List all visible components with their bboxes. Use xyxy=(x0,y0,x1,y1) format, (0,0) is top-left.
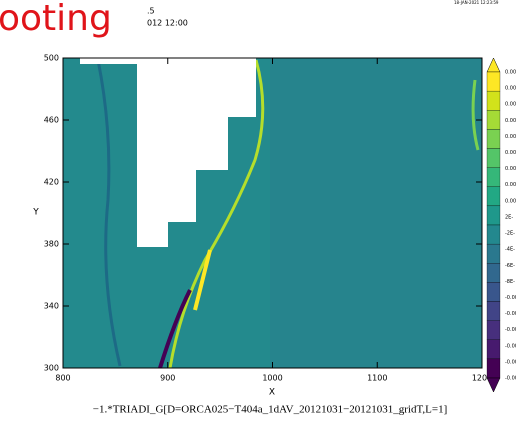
slide-title: ooting xyxy=(0,0,112,39)
y-tick-label: 380 xyxy=(44,240,59,249)
land-mask xyxy=(80,58,256,247)
y-tick-label: 500 xyxy=(44,54,59,63)
colorbar-label: -0.00 xyxy=(505,295,516,301)
colorbar-label: -0.00 xyxy=(505,327,516,333)
field-feature xyxy=(471,79,480,151)
colorbar-label: -8E- xyxy=(505,279,515,285)
colorbar-label: 0.00 xyxy=(505,198,516,204)
colorbar-label: -4E- xyxy=(505,247,515,253)
colorbar-end xyxy=(486,57,501,73)
field-feature xyxy=(168,59,265,368)
colorbar-segment xyxy=(486,243,501,264)
colorbar-label: 0.00 xyxy=(505,134,516,140)
colorbar-segment xyxy=(486,282,501,302)
colorbar-segment xyxy=(486,339,501,360)
colorbar-segment xyxy=(486,205,501,226)
colorbar-segment xyxy=(486,71,501,92)
caption: −1.*TRIADI_G[D=ORCA025−T404a_1dAV_201210… xyxy=(93,404,447,416)
colorbar-segment xyxy=(486,148,501,168)
colorbar-segment xyxy=(486,129,501,149)
field-feature xyxy=(96,59,122,367)
colorbar-label: 0.00 xyxy=(505,150,516,156)
colorbar-segment xyxy=(486,224,501,245)
colorbar-label: -0.00 xyxy=(505,311,516,317)
field-feature xyxy=(193,249,212,311)
colorbar-label: 0.00 xyxy=(505,102,516,108)
x-tick-label: 1200 xyxy=(472,374,492,383)
colorbar-label: 0.00 xyxy=(505,182,516,188)
y-tick-label: 460 xyxy=(44,116,59,125)
colorbar-segment xyxy=(486,320,501,340)
colorbar-label: -2E- xyxy=(505,231,515,237)
colorbar-segment xyxy=(486,301,501,321)
colorbar-label: 0.00 xyxy=(505,86,516,92)
colorbar-label: -0.00 xyxy=(505,343,516,349)
colorbar-segment xyxy=(486,90,501,111)
x-tick-label: 900 xyxy=(160,374,175,383)
colorbar-label: -6E- xyxy=(505,263,515,269)
colorbar-label: 0.00 xyxy=(505,166,516,172)
field xyxy=(63,58,482,368)
x-tick-label: 1100 xyxy=(367,374,387,383)
colorbar-segment xyxy=(486,110,501,130)
x-tick-label: 1000 xyxy=(262,374,282,383)
colorbar-label: 2E- xyxy=(505,214,513,220)
colorbar-segment xyxy=(486,358,501,379)
colorbar-label: 0.00 xyxy=(505,70,516,76)
y-tick-label: 420 xyxy=(44,178,59,187)
colorbar-label: -0.00 xyxy=(505,359,516,365)
colorbar-label: 0.00 xyxy=(505,118,516,124)
colorbar-label: -0.00 xyxy=(505,376,516,382)
subtitle: .5 xyxy=(147,7,155,16)
colorbar-segment xyxy=(486,186,501,207)
colorbar-segment xyxy=(486,167,501,187)
y-tick-label: 340 xyxy=(44,302,59,311)
y-axis-label: Y xyxy=(32,208,39,218)
field-shade xyxy=(270,58,482,368)
x-tick-label: 800 xyxy=(55,374,70,383)
x-axis-label: X xyxy=(269,388,275,398)
timestamp: 18-JAN-2021 12:23:59 xyxy=(454,0,499,5)
subtitle: 012 12:00 xyxy=(147,19,188,28)
colorbar-segment xyxy=(486,263,501,283)
y-tick-label: 300 xyxy=(44,364,59,373)
colorbar-end xyxy=(486,377,501,393)
field-feature xyxy=(158,289,192,368)
